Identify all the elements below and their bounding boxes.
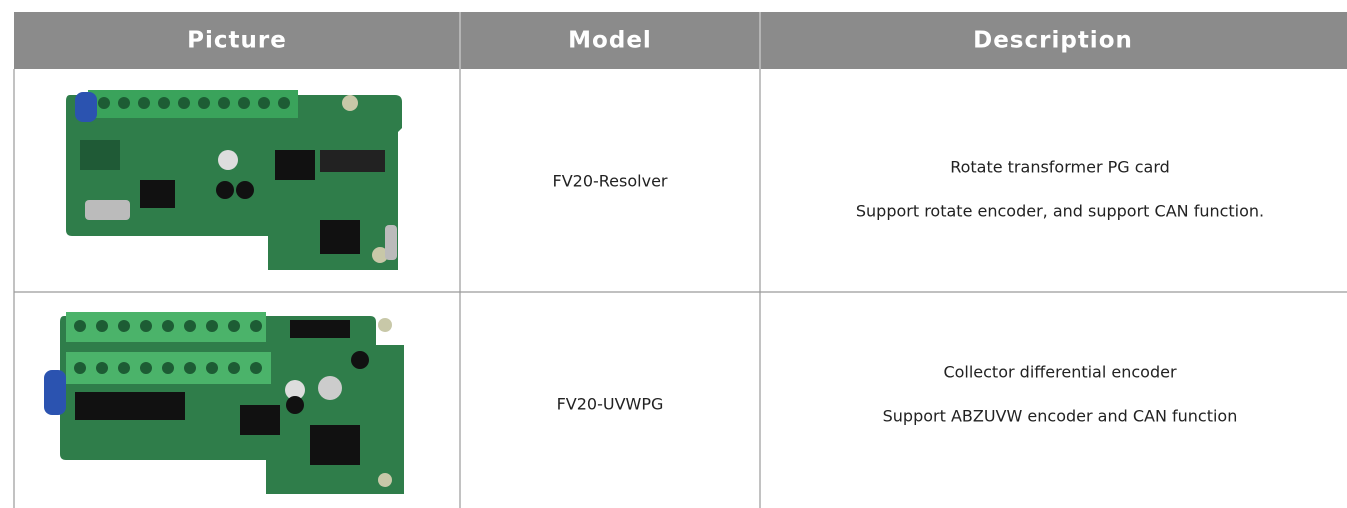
description-line: Support rotate encoder, and support CAN … — [856, 202, 1264, 221]
header-cell: Description — [973, 28, 1133, 54]
description-line: Rotate transformer PG card — [950, 158, 1170, 177]
header-cell: Picture — [187, 28, 287, 54]
description-line: Collector differential encoder — [943, 363, 1177, 382]
header-cell: Model — [568, 28, 652, 54]
model-cell: FV20-Resolver — [553, 172, 668, 191]
product-image — [66, 90, 402, 270]
description-line: Support ABZUVW encoder and CAN function — [883, 407, 1238, 426]
product-image — [44, 312, 404, 494]
model-cell: FV20-UVWPG — [557, 395, 664, 414]
header-row — [14, 12, 1347, 69]
